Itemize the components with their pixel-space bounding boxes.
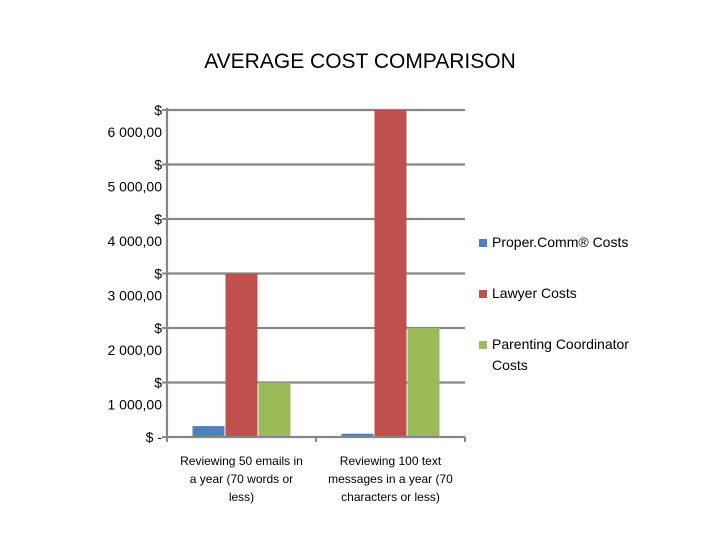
- bar: [374, 110, 407, 437]
- bar: [258, 382, 291, 437]
- legend-swatch: [479, 290, 487, 298]
- bar: [407, 328, 440, 437]
- legend-swatch: [479, 341, 487, 349]
- y-tick-label: $5 000,00: [108, 157, 163, 195]
- axes: [162, 108, 466, 442]
- bars: [192, 110, 440, 437]
- x-tick-label: Reviewing 50 emails in a year (70 words o…: [180, 454, 303, 504]
- y-tick-label: $2 000,00: [108, 320, 163, 358]
- bar: [225, 273, 258, 437]
- legend-label: Proper.Comm® Costs: [492, 234, 628, 250]
- bar: [341, 433, 374, 437]
- legend: Proper.Comm® Costs Lawyer Costs Parenting …: [479, 234, 629, 373]
- x-tick-label: Reviewing 100 text messages in a year (70…: [328, 454, 453, 504]
- y-tick-label: $3 000,00: [108, 266, 163, 304]
- bar: [192, 426, 225, 437]
- y-tick-label: $ -: [146, 429, 163, 445]
- chart-title: AVERAGE COST COMPARISON: [204, 50, 516, 73]
- legend-label: Parenting Coordinator Costs: [492, 336, 629, 373]
- y-tick-label: $1 000,00: [108, 375, 163, 413]
- y-tick-label: $6 000,00: [108, 102, 163, 140]
- axis-labels: $ - $ 1 000,00 $ 2 000,00 $ 3 000,00 $ 4 000,00 $…: [108, 102, 454, 504]
- y-tick-label: $4 000,00: [108, 211, 163, 249]
- legend-label: Lawyer Costs: [492, 285, 577, 301]
- legend-swatch: [479, 239, 487, 247]
